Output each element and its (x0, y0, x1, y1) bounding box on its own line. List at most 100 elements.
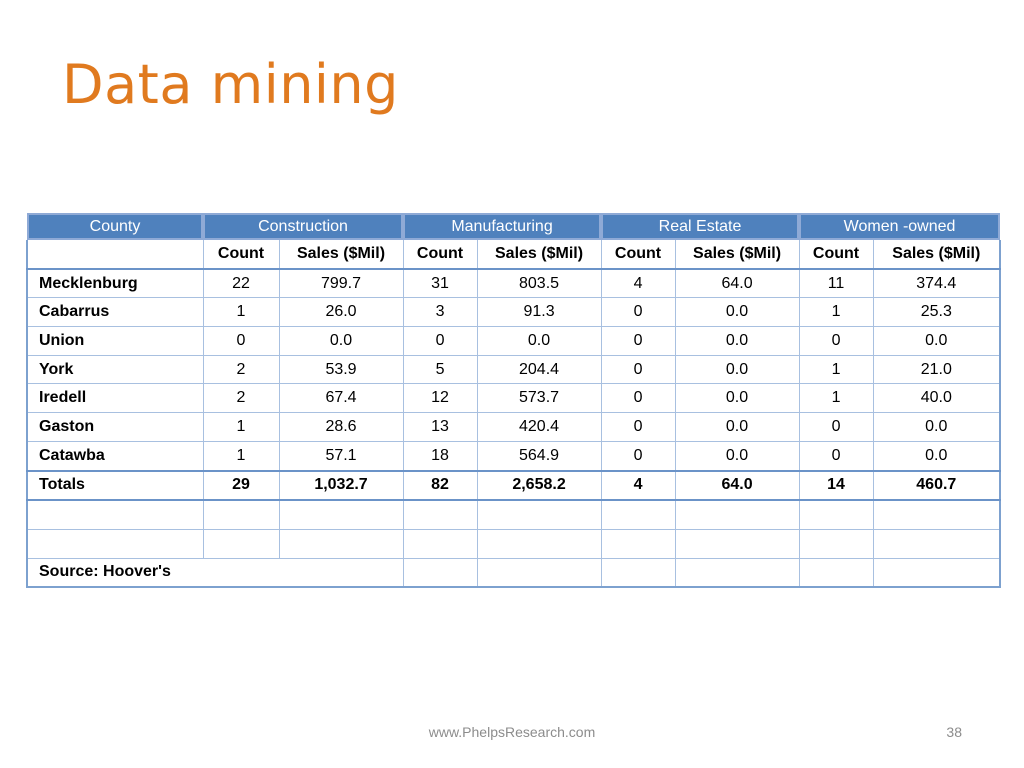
sub-header-cell: Sales ($Mil) (674, 240, 800, 270)
table-cell: 18 (402, 441, 478, 472)
source-note: Source: Hoover's (25, 558, 404, 589)
group-header-women-owned: Women -owned (799, 213, 1001, 240)
totals-cell: 460.7 (872, 470, 1002, 502)
table-cell: 0.0 (674, 326, 800, 356)
table-cell: 22 (202, 268, 280, 299)
empty-cell (674, 500, 800, 530)
table-row: Cabarrus 1 26.0 3 91.3 0 0.0 1 25.3 (26, 297, 1002, 328)
empty-row (26, 529, 1002, 559)
table-cell: 204.4 (476, 355, 602, 385)
sub-header-cell (26, 240, 204, 270)
empty-cell (798, 558, 874, 589)
totals-cell: 82 (402, 470, 478, 502)
county-name: Catawba (26, 441, 204, 472)
totals-cell: 64.0 (674, 470, 800, 502)
empty-cell (278, 500, 404, 530)
table-cell: 803.5 (476, 268, 602, 299)
sub-header-cell: Sales ($Mil) (476, 240, 602, 270)
table-cell: 1 (798, 297, 874, 328)
table-cell: 420.4 (476, 412, 602, 442)
table-cell: 0 (600, 441, 676, 472)
empty-cell (202, 500, 280, 530)
table-cell: 0 (402, 326, 478, 356)
county-name: Iredell (26, 383, 204, 414)
table-cell: 5 (402, 355, 478, 385)
table-cell: 0 (600, 355, 676, 385)
table-cell: 25.3 (872, 297, 1002, 328)
table-cell: 1 (202, 297, 280, 328)
table-cell: 0.0 (278, 326, 404, 356)
totals-cell: 4 (600, 470, 676, 502)
empty-cell (600, 529, 676, 559)
table-cell: 0.0 (674, 297, 800, 328)
empty-cell (798, 529, 874, 559)
table-cell: 31 (402, 268, 478, 299)
empty-row (26, 500, 1002, 530)
table-cell: 0.0 (476, 326, 602, 356)
table-cell: 573.7 (476, 383, 602, 414)
table-cell: 57.1 (278, 441, 404, 472)
county-name: Gaston (26, 412, 204, 442)
table-cell: 374.4 (872, 268, 1002, 299)
table-row: York 2 53.9 5 204.4 0 0.0 1 21.0 (26, 355, 1002, 385)
table-cell: 564.9 (476, 441, 602, 472)
empty-cell (402, 558, 478, 589)
empty-cell (476, 529, 602, 559)
group-header-construction: Construction (203, 213, 404, 240)
empty-cell (402, 500, 478, 530)
sub-header-cell: Count (202, 240, 280, 270)
empty-cell (600, 558, 676, 589)
table-cell: 26.0 (278, 297, 404, 328)
table-cell: 91.3 (476, 297, 602, 328)
table-row: Mecklenburg 22 799.7 31 803.5 4 64.0 11 … (26, 268, 1002, 299)
table-cell: 21.0 (872, 355, 1002, 385)
data-table: County Construction Manufacturing Real E… (25, 213, 1002, 589)
table-row: Union 0 0.0 0 0.0 0 0.0 0 0.0 (26, 326, 1002, 356)
table-cell: 40.0 (872, 383, 1002, 414)
totals-cell: 29 (202, 470, 280, 502)
slide-title: Data mining (62, 53, 399, 116)
county-name: Union (26, 326, 204, 356)
sub-header-cell: Sales ($Mil) (872, 240, 1002, 270)
empty-cell (872, 500, 1002, 530)
table-cell: 64.0 (674, 268, 800, 299)
table-cell: 0.0 (674, 412, 800, 442)
source-row: Source: Hoover's (25, 558, 1002, 589)
empty-cell (26, 529, 204, 559)
table-cell: 1 (202, 412, 280, 442)
table-cell: 0.0 (872, 326, 1002, 356)
sub-header-cell: Count (798, 240, 874, 270)
table-row: Iredell 2 67.4 12 573.7 0 0.0 1 40.0 (26, 383, 1002, 414)
table-cell: 0 (202, 326, 280, 356)
empty-cell (872, 558, 1002, 589)
table-cell: 0.0 (674, 441, 800, 472)
table-cell: 0 (798, 326, 874, 356)
table-row: Catawba 1 57.1 18 564.9 0 0.0 0 0.0 (26, 441, 1002, 472)
empty-cell (872, 529, 1002, 559)
totals-cell: 14 (798, 470, 874, 502)
table-cell: 0 (798, 441, 874, 472)
empty-cell (202, 529, 280, 559)
totals-cell: 2,658.2 (476, 470, 602, 502)
table-cell: 0.0 (674, 355, 800, 385)
sub-header-cell: Count (402, 240, 478, 270)
table-cell: 799.7 (278, 268, 404, 299)
county-name: York (26, 355, 204, 385)
totals-cell: 1,032.7 (278, 470, 404, 502)
table-cell: 0 (600, 297, 676, 328)
page-number: 38 (946, 724, 962, 740)
empty-cell (798, 500, 874, 530)
empty-cell (26, 500, 204, 530)
table-cell: 4 (600, 268, 676, 299)
footer-url: www.PhelpsResearch.com (428, 724, 596, 740)
table-cell: 2 (202, 355, 280, 385)
county-name: Mecklenburg (26, 268, 204, 299)
empty-cell (402, 529, 478, 559)
empty-cell (476, 558, 602, 589)
empty-cell (674, 529, 800, 559)
county-name: Cabarrus (26, 297, 204, 328)
table-cell: 12 (402, 383, 478, 414)
table-cell: 28.6 (278, 412, 404, 442)
table-cell: 1 (798, 355, 874, 385)
